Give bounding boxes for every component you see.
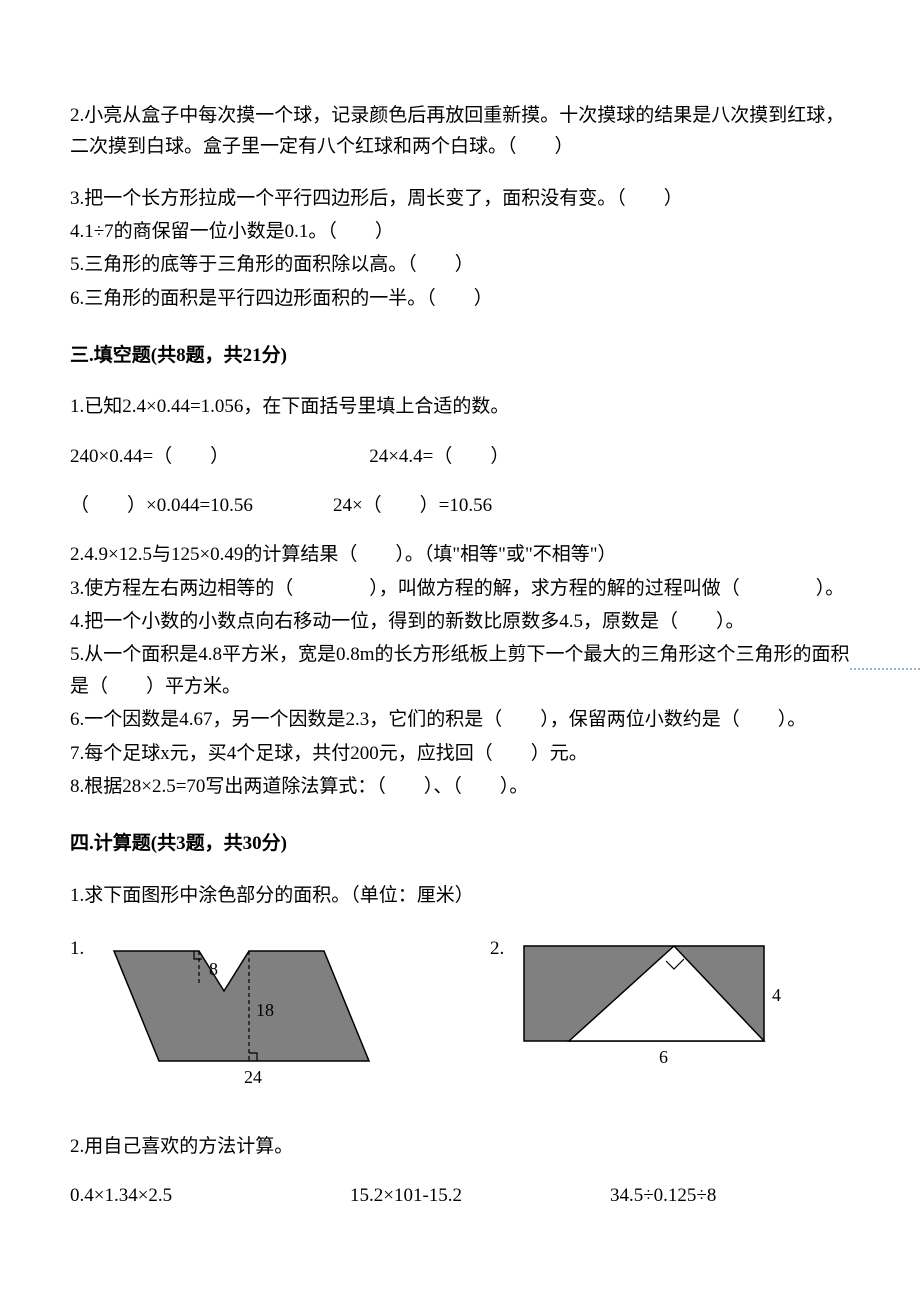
q2-6: 6.三角形的面积是平行四边形面积的一半。（ ） <box>70 283 850 314</box>
q3-3: 3.使方程左右两边相等的（ ），叫做方程的解，求方程的解的过程叫做（ ）。 <box>70 573 850 604</box>
q3-1b: 24×4.4=（ ） <box>369 441 509 472</box>
fig2-label-4: 4 <box>772 985 781 1005</box>
q4-1: 1.求下面图形中涂色部分的面积。（单位：厘米） <box>70 880 850 911</box>
fig1-label-8: 8 <box>209 959 218 979</box>
q4-2-row: 0.4×1.34×2.5 15.2×101-15.2 34.5÷0.125÷8 <box>70 1180 850 1211</box>
q3-8: 8.根据28×2.5=70写出两道除法算式：（ ）、（ ）。 <box>70 771 850 802</box>
decorative-dotted-line <box>850 668 920 670</box>
calc-b: 15.2×101-15.2 <box>350 1180 610 1211</box>
q2-5: 5.三角形的底等于三角形的面积除以高。（ ） <box>70 249 850 280</box>
q3-1-intro: 1.已知2.4×0.44=1.056，在下面括号里填上合适的数。 <box>70 391 850 422</box>
fig2-label-6: 6 <box>659 1047 668 1067</box>
q3-1c: （ ）×0.044=10.56 <box>70 490 253 521</box>
figure-1-cell: 1. 8 18 24 <box>70 931 490 1101</box>
figures-row: 1. 8 18 24 2. 4 6 <box>70 931 850 1101</box>
figure-2-cell: 2. 4 6 <box>490 931 830 1101</box>
q2-2: 2.小亮从盒子中每次摸一个球，记录颜色后再放回重新摸。十次摸球的结果是八次摸到红… <box>70 100 850 163</box>
q3-2: 2.4.9×12.5与125×0.49的计算结果（ ）。（填"相等"或"不相等"… <box>70 539 850 570</box>
calc-c: 34.5÷0.125÷8 <box>610 1180 716 1211</box>
q4-2: 2.用自己喜欢的方法计算。 <box>70 1131 850 1162</box>
figure-2-svg: 4 6 <box>514 931 804 1081</box>
q3-7: 7.每个足球x元，买4个足球，共付200元，应找回（ ）元。 <box>70 738 850 769</box>
page-container: { "section2": { "q2": "2.小亮从盒子中每次摸一个球，记录… <box>70 100 850 1212</box>
fig1-shape <box>114 951 369 1061</box>
section-4-title: 四.计算题(共3题，共30分) <box>70 828 850 859</box>
section-3-title: 三.填空题(共8题，共21分) <box>70 340 850 371</box>
q3-1-row1: 240×0.44=（ ） 24×4.4=（ ） <box>70 441 850 472</box>
q3-1-row2: （ ）×0.044=10.56 24×（ ）=10.56 <box>70 490 850 521</box>
q3-5: 5.从一个面积是4.8平方米，宽是0.8m的长方形纸板上剪下一个最大的三角形这个… <box>70 639 850 702</box>
q3-6: 6.一个因数是4.67，另一个因数是2.3，它们的积是（ ），保留两位小数约是（… <box>70 704 850 735</box>
figure-1-num: 1. <box>70 931 84 964</box>
q3-4: 4.把一个小数的小数点向右移动一位，得到的新数比原数多4.5，原数是（ ）。 <box>70 606 850 637</box>
figure-2-num: 2. <box>490 931 504 964</box>
figure-1-svg: 8 18 24 <box>94 931 374 1101</box>
q3-1a: 240×0.44=（ ） <box>70 441 229 472</box>
calc-a: 0.4×1.34×2.5 <box>70 1180 350 1211</box>
q2-4: 4.1÷7的商保留一位小数是0.1。（ ） <box>70 216 850 247</box>
fig1-label-18: 18 <box>256 1000 274 1020</box>
q3-1d: 24×（ ）=10.56 <box>333 490 492 521</box>
q2-3: 3.把一个长方形拉成一个平行四边形后，周长变了，面积没有变。（ ） <box>70 183 850 214</box>
fig1-label-24: 24 <box>244 1067 262 1087</box>
